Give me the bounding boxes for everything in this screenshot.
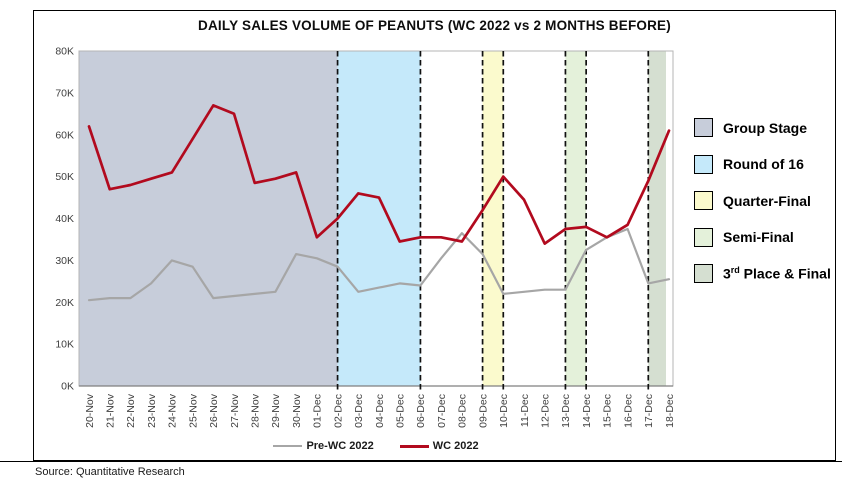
legend-label-quarter-final: Quarter-Final <box>723 192 811 209</box>
y-axis-label: 20K <box>55 297 74 309</box>
series-legend-label-pre-wc: Pre-WC 2022 <box>306 440 374 452</box>
phase-band-group-stage <box>79 51 338 386</box>
phase-band-3rd-place-final <box>648 51 666 386</box>
x-axis-label: 18-Dec <box>664 394 676 428</box>
legend-swatch-round-of-16 <box>694 154 713 174</box>
legend-label-third-place-final: 3rd Place & Final <box>723 265 831 282</box>
x-axis-label: 22-Nov <box>125 393 137 428</box>
x-axis-label: 17-Dec <box>643 394 655 428</box>
stage-legend-item-round-of-16: Round of 16 <box>694 154 831 174</box>
series-legend-entry-wc: WC 2022 <box>399 440 479 452</box>
x-axis-label: 08-Dec <box>457 394 469 428</box>
x-axis-label: 11-Dec <box>519 394 531 427</box>
y-axis-label: 80K <box>55 46 74 58</box>
x-axis-label: 10-Dec <box>498 394 510 428</box>
x-axis-label: 03-Dec <box>353 394 365 428</box>
series-legend-label-wc: WC 2022 <box>432 440 479 452</box>
chart-title: DAILY SALES VOLUME OF PEANUTS (WC 2022 v… <box>198 18 671 33</box>
stage-legend-item-group-stage: Group Stage <box>694 118 831 137</box>
legend-label-semi-final: Semi-Final <box>723 229 794 245</box>
x-axis-label: 26-Nov <box>208 393 220 428</box>
phase-band-quarter-final <box>482 51 504 386</box>
source-note: Source: Quantitative Research <box>35 466 185 478</box>
x-axis-label: 24-Nov <box>167 393 179 428</box>
legend-swatch-group-stage <box>694 118 713 137</box>
stage-legend-item-third-place-final: 3rd Place & Final <box>694 264 831 283</box>
series-line-wc-2022 <box>87 104 671 245</box>
y-axis-label: 30K <box>55 255 74 267</box>
x-axis-label: 25-Nov <box>187 393 199 428</box>
series-line-pre-wc-2022 <box>87 227 671 302</box>
x-axis-label: 01-Dec <box>312 394 324 428</box>
sales-line-chart: 0K 10K 20K 30K 40K 50K 60K 70K 80K 20-Nov 21-Nov 22… <box>55 46 676 428</box>
series-legend: Pre-WC 2022 WC 2022 <box>79 440 673 452</box>
x-axis-label: 09-Dec <box>477 394 489 428</box>
y-axis-label: 40K <box>55 213 74 225</box>
series-legend-entry-pre-wc: Pre-WC 2022 <box>273 440 374 452</box>
pre-wc-line-sample <box>273 445 303 447</box>
x-axis-label: 21-Nov <box>105 393 117 428</box>
legend-label-group-stage: Group Stage <box>723 119 808 136</box>
x-axis-label: 16-Dec <box>622 394 634 428</box>
x-axis-label: 14-Dec <box>581 394 593 428</box>
x-axis-label: 29-Nov <box>270 393 282 428</box>
phase-band-semi-final <box>565 51 587 386</box>
chart-figure: 0K 10K 20K 30K 40K 50K 60K 70K 80K 20-Nov 21-Nov 22… <box>33 10 836 461</box>
x-axis-label: 13-Dec <box>560 394 572 428</box>
x-axis-label: 06-Dec <box>415 394 427 428</box>
x-axis-label: 30-Nov <box>291 393 303 428</box>
x-axis-label: 28-Nov <box>250 393 262 428</box>
legend-label-round-of-16: Round of 16 <box>723 156 804 172</box>
legend-swatch-semi-final <box>694 227 713 247</box>
y-axis-label: 60K <box>55 129 74 141</box>
bottom-divider <box>0 461 842 462</box>
x-axis-label: 23-Nov <box>146 393 158 428</box>
wc-line-sample <box>399 444 429 448</box>
x-axis-label: 07-Dec <box>436 394 448 428</box>
y-axis-label: 50K <box>55 171 74 183</box>
legend-swatch-quarter-final <box>694 191 713 210</box>
stage-legend-item-semi-final: Semi-Final <box>694 227 831 247</box>
stage-legend: Group Stage Round of 16 Quarter-Final Se… <box>694 118 831 283</box>
stage-legend-item-quarter-final: Quarter-Final <box>694 191 831 210</box>
y-axis-label: 10K <box>55 339 74 351</box>
x-axis-label: 05-Dec <box>395 394 407 428</box>
y-axis-label: 70K <box>55 87 74 99</box>
x-axis-label: 12-Dec <box>540 394 552 428</box>
x-axis-label: 02-Dec <box>332 394 344 428</box>
x-axis-label: 20-Nov <box>84 393 96 428</box>
phase-band-round-of-16 <box>337 51 421 386</box>
x-axis-label: 04-Dec <box>374 394 386 428</box>
legend-swatch-third-place-final <box>694 264 713 283</box>
y-axis-label: 0K <box>61 381 74 393</box>
x-axis-label: 27-Nov <box>229 393 241 428</box>
x-axis-label: 15-Dec <box>602 394 614 428</box>
